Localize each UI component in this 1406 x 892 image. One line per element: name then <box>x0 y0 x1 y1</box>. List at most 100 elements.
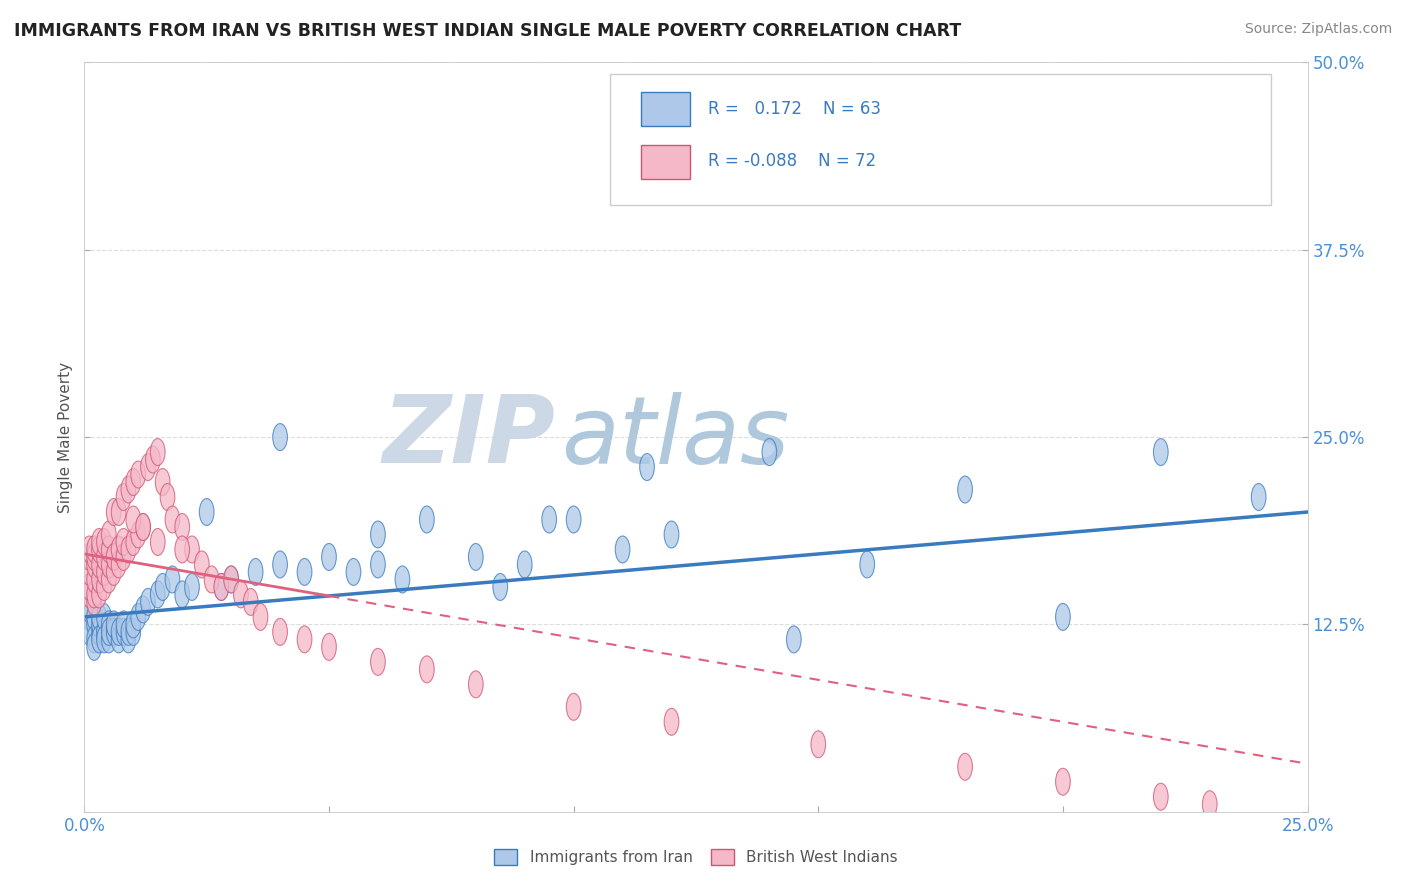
Ellipse shape <box>1056 603 1070 631</box>
Ellipse shape <box>184 574 200 600</box>
Ellipse shape <box>419 656 434 683</box>
Ellipse shape <box>87 543 101 571</box>
Ellipse shape <box>371 648 385 675</box>
Ellipse shape <box>395 566 409 593</box>
Ellipse shape <box>762 439 776 466</box>
Ellipse shape <box>541 506 557 533</box>
Ellipse shape <box>136 596 150 623</box>
Ellipse shape <box>1251 483 1265 510</box>
Ellipse shape <box>957 476 973 503</box>
Ellipse shape <box>117 528 131 556</box>
Ellipse shape <box>146 446 160 473</box>
Ellipse shape <box>97 558 111 585</box>
Ellipse shape <box>91 536 107 563</box>
Ellipse shape <box>136 514 150 541</box>
Ellipse shape <box>165 506 180 533</box>
Ellipse shape <box>107 499 121 525</box>
Ellipse shape <box>101 536 117 563</box>
Ellipse shape <box>200 499 214 525</box>
Ellipse shape <box>346 558 361 585</box>
Ellipse shape <box>111 536 127 563</box>
Ellipse shape <box>91 618 107 646</box>
Ellipse shape <box>111 499 127 525</box>
Ellipse shape <box>273 618 287 646</box>
Ellipse shape <box>224 566 239 593</box>
Y-axis label: Single Male Poverty: Single Male Poverty <box>58 361 73 513</box>
Ellipse shape <box>131 603 146 631</box>
Ellipse shape <box>249 558 263 585</box>
Ellipse shape <box>87 566 101 593</box>
Bar <box>641 93 690 126</box>
Ellipse shape <box>111 551 127 578</box>
Ellipse shape <box>87 589 101 615</box>
Ellipse shape <box>91 581 107 608</box>
Ellipse shape <box>136 514 150 541</box>
Ellipse shape <box>121 618 136 646</box>
Ellipse shape <box>141 453 155 481</box>
Ellipse shape <box>160 483 174 510</box>
Ellipse shape <box>87 581 101 608</box>
Ellipse shape <box>131 521 146 548</box>
Ellipse shape <box>87 626 101 653</box>
Ellipse shape <box>141 589 155 615</box>
Ellipse shape <box>297 558 312 585</box>
Ellipse shape <box>616 536 630 563</box>
Ellipse shape <box>101 521 117 548</box>
Legend: Immigrants from Iran, British West Indians: Immigrants from Iran, British West India… <box>488 843 904 871</box>
Ellipse shape <box>1056 768 1070 796</box>
Ellipse shape <box>97 618 111 646</box>
Ellipse shape <box>91 626 107 653</box>
Ellipse shape <box>117 618 131 646</box>
Ellipse shape <box>786 626 801 653</box>
Ellipse shape <box>107 543 121 571</box>
Ellipse shape <box>101 566 117 593</box>
Ellipse shape <box>150 581 165 608</box>
Ellipse shape <box>117 611 131 638</box>
Ellipse shape <box>97 528 111 556</box>
Ellipse shape <box>468 543 484 571</box>
Ellipse shape <box>121 476 136 503</box>
Ellipse shape <box>371 551 385 578</box>
Ellipse shape <box>131 461 146 488</box>
Ellipse shape <box>87 611 101 638</box>
Ellipse shape <box>91 603 107 631</box>
Ellipse shape <box>82 574 97 600</box>
Text: ZIP: ZIP <box>382 391 555 483</box>
Ellipse shape <box>107 611 121 638</box>
Ellipse shape <box>567 693 581 721</box>
Ellipse shape <box>127 506 141 533</box>
Ellipse shape <box>87 603 101 631</box>
Ellipse shape <box>204 566 219 593</box>
Ellipse shape <box>1153 439 1168 466</box>
Ellipse shape <box>273 424 287 450</box>
Ellipse shape <box>155 468 170 496</box>
Ellipse shape <box>101 551 117 578</box>
Ellipse shape <box>165 566 180 593</box>
Ellipse shape <box>117 543 131 571</box>
Ellipse shape <box>101 611 117 638</box>
Ellipse shape <box>297 626 312 653</box>
Text: R = -0.088    N = 72: R = -0.088 N = 72 <box>709 153 876 170</box>
Ellipse shape <box>82 596 97 623</box>
Ellipse shape <box>82 536 97 563</box>
Ellipse shape <box>82 543 97 571</box>
Ellipse shape <box>91 611 107 638</box>
Ellipse shape <box>127 618 141 646</box>
Text: Source: ZipAtlas.com: Source: ZipAtlas.com <box>1244 22 1392 37</box>
Ellipse shape <box>253 603 269 631</box>
Ellipse shape <box>184 536 200 563</box>
Ellipse shape <box>82 603 97 631</box>
Ellipse shape <box>91 551 107 578</box>
Text: atlas: atlas <box>561 392 790 483</box>
Ellipse shape <box>214 574 229 600</box>
FancyBboxPatch shape <box>610 74 1271 205</box>
Ellipse shape <box>371 521 385 548</box>
Ellipse shape <box>87 551 101 578</box>
Ellipse shape <box>97 574 111 600</box>
Ellipse shape <box>121 536 136 563</box>
Ellipse shape <box>97 626 111 653</box>
Ellipse shape <box>664 708 679 735</box>
Text: IMMIGRANTS FROM IRAN VS BRITISH WEST INDIAN SINGLE MALE POVERTY CORRELATION CHAR: IMMIGRANTS FROM IRAN VS BRITISH WEST IND… <box>14 22 962 40</box>
Bar <box>641 145 690 178</box>
Ellipse shape <box>107 558 121 585</box>
